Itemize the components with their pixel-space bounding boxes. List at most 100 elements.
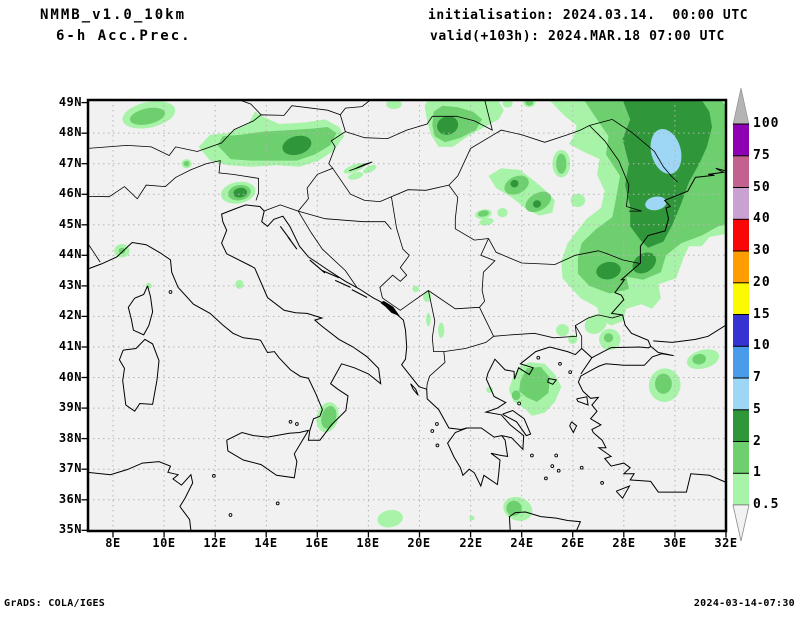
precip-area <box>622 100 712 248</box>
lon-axis-label: 24E <box>510 536 534 550</box>
coastline <box>508 511 582 531</box>
lon-axis-label: 14E <box>254 536 278 550</box>
colorbar-segment <box>733 251 749 283</box>
coastline <box>88 204 583 451</box>
island <box>435 422 439 426</box>
lat-axis-label: 38N <box>58 431 82 445</box>
country-border <box>448 119 613 186</box>
map-frame <box>86 98 728 533</box>
precip-area <box>570 193 586 208</box>
colorbar-segment <box>733 155 749 188</box>
colorbar-segment <box>733 346 749 379</box>
island <box>558 361 562 366</box>
colorbar-segment <box>733 378 749 410</box>
lon-axis-label: 22E <box>459 536 483 550</box>
product-title: 6-h Acc.Prec. <box>56 28 192 44</box>
lat-axis-label: 47N <box>58 156 82 170</box>
precip-area <box>632 252 657 274</box>
precip-area <box>363 165 377 174</box>
lat-axis-label: 39N <box>58 400 82 414</box>
island <box>544 476 548 481</box>
colorbar-value-label: 30 <box>753 243 771 258</box>
precip-area <box>650 129 682 174</box>
coastline <box>615 485 631 500</box>
country-border <box>298 210 392 230</box>
coastline <box>502 409 532 437</box>
lon-axis-label: 32E <box>714 536 738 550</box>
colorbar-value-label: 2 <box>753 434 762 449</box>
precip-area <box>596 261 621 280</box>
precip-area <box>477 210 489 217</box>
coastline <box>576 396 589 406</box>
colorbar-value-label: 20 <box>753 275 771 290</box>
coastline <box>653 324 726 343</box>
island <box>550 464 555 468</box>
precip-area <box>568 334 578 344</box>
country-border <box>379 196 410 299</box>
country-border <box>382 238 496 311</box>
grads-credit: GrADS: COLA/IGES <box>4 598 106 609</box>
island <box>530 453 534 458</box>
island-chain <box>322 270 340 279</box>
country-border <box>443 314 623 352</box>
lon-axis-label: 26E <box>561 536 585 550</box>
precip-area <box>692 353 707 365</box>
country-border <box>589 125 642 212</box>
colorbar-value-label: 10 <box>753 338 771 353</box>
colorbar-value-label: 0.5 <box>753 497 780 512</box>
island <box>212 474 216 478</box>
coastline <box>577 346 726 493</box>
lat-axis-label: 37N <box>58 461 82 475</box>
lat-axis-label: 36N <box>58 492 82 506</box>
coastline <box>88 461 194 531</box>
precip-area <box>377 509 403 528</box>
lon-axis-label: 18E <box>356 536 380 550</box>
coastline <box>127 285 154 336</box>
colorbar-value-label: 1 <box>753 465 762 480</box>
island <box>536 355 541 360</box>
precip-area <box>343 163 366 174</box>
coastline <box>118 338 160 412</box>
island <box>168 290 173 294</box>
country-border <box>297 210 358 288</box>
precip-area <box>511 390 521 401</box>
precip-area <box>233 187 248 198</box>
coastline <box>410 383 419 396</box>
island <box>517 401 521 406</box>
precip-area <box>321 405 337 429</box>
country-border <box>479 307 494 337</box>
island-chain <box>287 236 298 250</box>
precip-area <box>438 322 445 338</box>
lon-axis-label: 28E <box>612 536 636 550</box>
colorbar-segment <box>733 282 749 315</box>
lon-axis-label: 10E <box>152 536 176 550</box>
lat-axis-label: 42N <box>58 308 82 322</box>
colorbar-value-label: 75 <box>753 148 771 163</box>
colorbar-segment <box>733 187 749 220</box>
lat-axis-label: 49N <box>58 95 82 109</box>
island <box>435 443 440 448</box>
island <box>600 481 604 485</box>
colorbar-segment <box>733 314 749 347</box>
colorbar-value-label: 7 <box>753 370 762 385</box>
coastline <box>591 167 726 359</box>
lat-axis-label: 35N <box>58 522 82 536</box>
coastline <box>547 378 558 385</box>
precip-area <box>655 373 672 394</box>
island <box>228 513 233 517</box>
precip-area <box>217 127 337 161</box>
lon-axis-label: 12E <box>203 536 227 550</box>
country-border <box>88 100 372 157</box>
precip-area <box>348 172 364 180</box>
island <box>275 501 280 506</box>
precip-area <box>386 100 402 109</box>
precip-area <box>282 135 312 156</box>
island <box>568 370 573 374</box>
island <box>554 453 559 458</box>
colorbar-below-min-arrow <box>732 504 750 542</box>
island <box>288 419 293 424</box>
island <box>295 422 299 426</box>
precip-area <box>519 366 550 402</box>
precip-area <box>183 161 190 167</box>
precip-area <box>129 107 166 125</box>
